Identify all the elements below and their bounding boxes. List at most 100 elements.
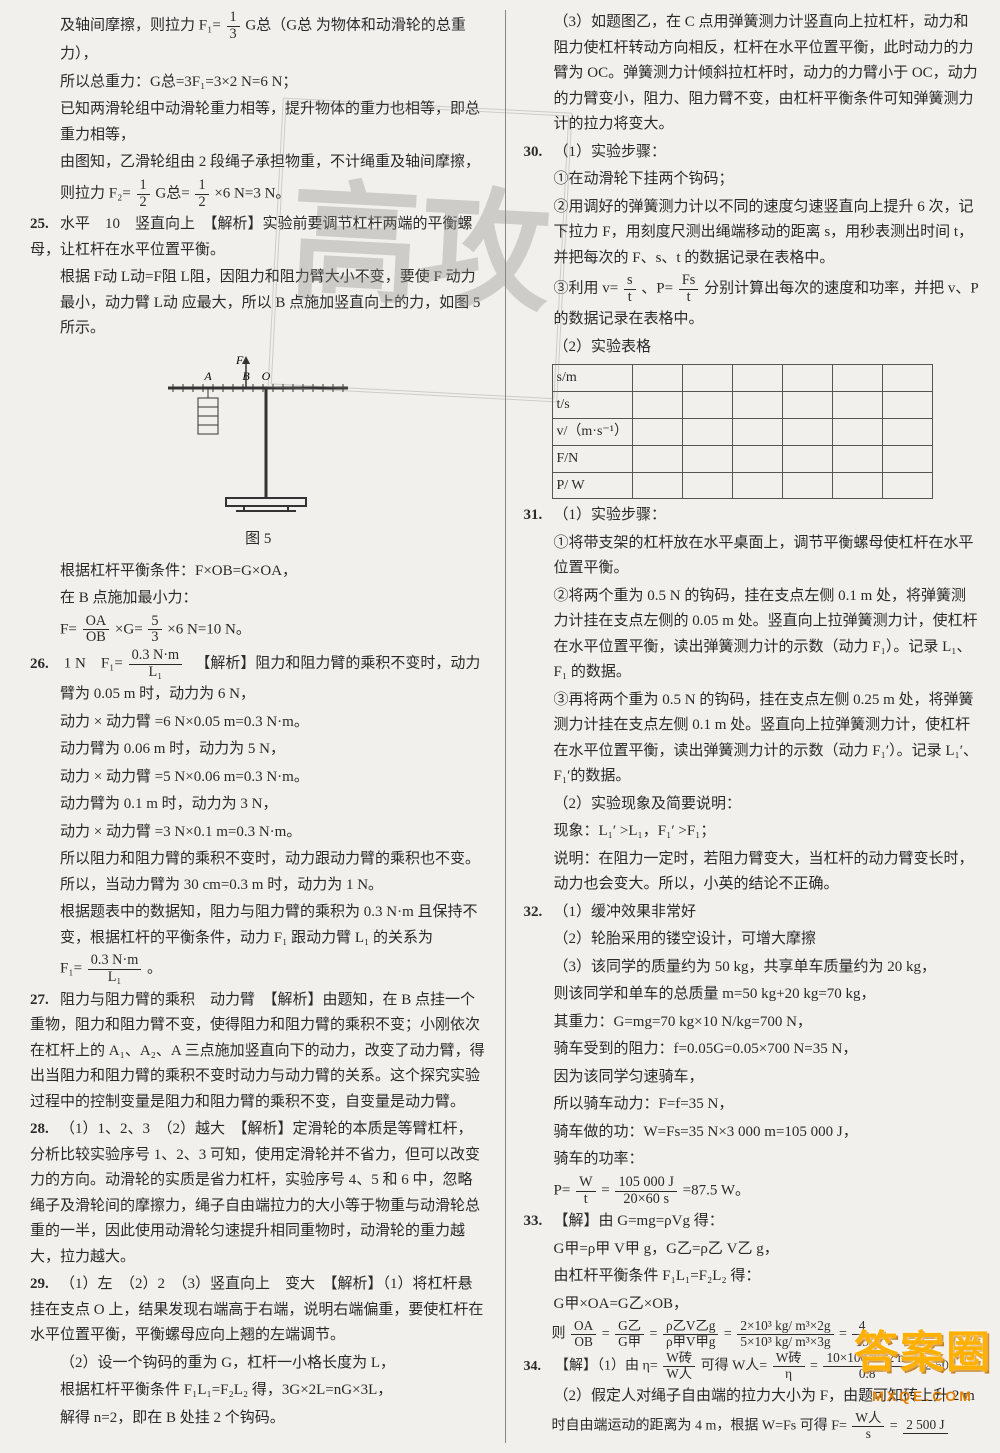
text: 。 <box>147 961 162 977</box>
text: （1）实验步骤： <box>554 507 667 523</box>
text-line: ②用调好的弹簧测力计以不同的速度匀速竖直向上提升 6 次，记下拉力 F，用刻度尺… <box>524 195 981 272</box>
text-line: 则 OAOB = G乙G甲 = ρ乙V乙gρ甲V甲g = 2×10³ kg/ m… <box>524 1319 981 1349</box>
table-row: v/（m·s⁻¹） <box>552 418 932 445</box>
fraction: 415 <box>852 1319 871 1349</box>
text: ×6 N=10 N。 <box>167 621 251 637</box>
text-line: 动力臂为 0.06 m 时，动力为 5 N， <box>30 737 487 763</box>
text: = <box>810 1359 821 1374</box>
text-line: （3）该同学的质量约为 50 kg，共享单车质量约为 20 kg， <box>524 955 981 981</box>
text: = <box>890 1419 901 1434</box>
text-line: （2）设一个钩码的重为 G，杠杆一小格长度为 L， <box>30 1351 487 1377</box>
text: = <box>601 1182 613 1198</box>
question-number: 28. <box>30 1117 60 1143</box>
table-row: t/s <box>552 392 932 419</box>
text-line: 所以骑车动力：F=f=35 N， <box>524 1092 981 1118</box>
text-line: 动力 × 动力臂 =6 N×0.05 m=0.3 N·m。 <box>30 710 487 736</box>
text: 水平 10 竖直向上 【解析】实验前要调节杠杆两端的平衡螺母，让杠杆在水平位置平… <box>30 216 473 258</box>
text-line: P= Wt = 105 000 J20×60 s =87.5 W。 <box>524 1175 981 1207</box>
text: 、P= <box>641 281 677 297</box>
text-line: （2）轮胎采用的镂空设计，可增大摩擦 <box>524 927 981 953</box>
text: ③利用 v= <box>554 281 622 297</box>
q26: 26. 1 N F₁= 0.3 N·mL₁ 【解析】阻力和阻力臂的乘积不变时，动… <box>30 648 487 680</box>
q27: 27.阻力与阻力臂的乘积 动力臂 【解析】由题知，在 B 点挂一个重物，阻力和阻… <box>30 988 487 1116</box>
text: （1）实验步骤： <box>554 144 667 160</box>
q25: 25.水平 10 竖直向上 【解析】实验前要调节杠杆两端的平衡螺母，让杠杆在水平… <box>30 212 487 263</box>
q28: 28.（1）1、2、3 （2）越大 【解析】定滑轮的本质是等臂杠杆，分析比较实验… <box>30 1117 487 1270</box>
fraction: OAOB <box>83 614 110 646</box>
fraction: G乙G甲 <box>615 1319 644 1349</box>
text: （1）缓冲效果非常好 <box>554 904 697 920</box>
question-number: 26. <box>30 652 60 678</box>
text-line: （3）如题图乙，在 C 点用弹簧测力计竖直向上拉杠杆，动力和阻力使杠杆转动方向相… <box>524 10 981 138</box>
left-column: 及轴间摩擦，则拉力 F₁= 13 G总（G总 为物体和动滑轮的总重力）， 所以总… <box>30 10 487 1443</box>
fraction: 105 000 J20×60 s <box>615 1175 676 1207</box>
fraction: Wt <box>576 1175 595 1207</box>
text: 可得 W人= <box>701 1359 771 1374</box>
text: 【解】（1）由 η= <box>555 1359 661 1374</box>
text-line: ①在动滑轮下挂两个钩码； <box>524 167 981 193</box>
text-line: G甲×OA=G乙×OB， <box>524 1292 981 1318</box>
question-number: 32. <box>524 900 554 926</box>
text: 阻力与阻力臂的乘积 动力臂 【解析】由题知，在 B 点挂一个重物，阻力和阻力臂不… <box>30 992 485 1110</box>
text: 【解】由 G=mg=ρVg 得： <box>554 1213 724 1229</box>
text-line: 其重力：G=mg=70 kg×10 N/kg=700 N， <box>524 1010 981 1036</box>
fraction: 10×100 N×2 m0.8 <box>823 1351 910 1381</box>
text-line: 说明：在阻力一定时，若阻力臂变大，当杠杆的动力臂变长时，动力也会变大。所以，小英… <box>524 847 981 898</box>
text: G总= <box>155 185 193 201</box>
text-line: 则拉力 F₂= 12 G总= 12 ×6 N=3 N。 <box>30 178 487 210</box>
text-line: 动力 × 动力臂 =5 N×0.06 m=0.3 N·m。 <box>30 765 487 791</box>
page-container: 及轴间摩擦，则拉力 F₁= 13 G总（G总 为物体和动滑轮的总重力）， 所以总… <box>0 0 1000 1453</box>
svg-text:A: A <box>204 369 213 383</box>
q33: 33.【解】由 G=mg=ρVg 得： <box>524 1209 981 1235</box>
lever-diagram: A B O F <box>148 348 368 518</box>
row-header: t/s <box>552 392 632 419</box>
q30: 30.（1）实验步骤： <box>524 140 981 166</box>
text: 时自由端运动的距离为 4 m，根据 W=Fs 可得 F= <box>552 1419 851 1434</box>
text: ×G= <box>115 621 147 637</box>
text-line: ①将带支架的杠杆放在水平桌面上，调节平衡螺母使杠杆在水平位置平衡。 <box>524 531 981 582</box>
text: 【解析】阻力和阻力臂的乘积不变时，动力 <box>188 656 481 672</box>
experiment-table: s/m t/s v/（m·s⁻¹） F/N P/ W <box>552 364 933 499</box>
question-number: 27. <box>30 988 60 1014</box>
text: 。 <box>877 1327 891 1342</box>
q34: 34. 【解】（1）由 η= W砖W人 可得 W人= W砖η = 10×100 … <box>524 1351 981 1381</box>
question-number: 31. <box>524 503 554 529</box>
text-line: 根据杠杆平衡条件 F₁L₁=F₂L₂ 得，3G×2L=nG×3L， <box>30 1378 487 1404</box>
text-line: 的数据记录在表格中。 <box>524 307 981 333</box>
question-number: 25. <box>30 212 60 238</box>
column-divider <box>505 10 506 1443</box>
text-line: 则该同学和单车的总质量 m=50 kg+20 kg=70 kg， <box>524 982 981 1008</box>
text-line: G甲=ρ甲 V甲 g，G乙=ρ乙 V乙 g， <box>524 1237 981 1263</box>
text: =2 500 J <box>916 1359 964 1374</box>
row-header: P/ W <box>552 472 632 499</box>
text: = <box>724 1327 735 1342</box>
fraction: 53 <box>148 614 161 646</box>
text: 则拉力 F₂= <box>60 185 135 201</box>
text-line: 动力 × 动力臂 =3 N×0.1 m=0.3 N·m。 <box>30 820 487 846</box>
fraction: 13 <box>227 10 240 42</box>
fraction: W人s <box>852 1411 884 1441</box>
text-line: 因为该同学匀速骑车， <box>524 1065 981 1091</box>
fraction: 12 <box>137 178 150 210</box>
table-row: s/m <box>552 365 932 392</box>
text: F= <box>60 621 81 637</box>
fraction: W砖W人 <box>663 1351 695 1381</box>
row-header: F/N <box>552 445 632 472</box>
text-line: ③利用 v= st 、P= Fst 分别计算出每次的速度和功率，并把 v、P <box>524 273 981 305</box>
text: 1 N F₁= <box>64 656 127 672</box>
question-number: 29. <box>30 1272 60 1298</box>
text-line: 骑车受到的阻力：f=0.05G=0.05×700 N=35 N， <box>524 1037 981 1063</box>
row-header: v/（m·s⁻¹） <box>552 418 632 445</box>
fraction: Fst <box>679 273 698 305</box>
text: = <box>839 1327 850 1342</box>
text: =87.5 W。 <box>683 1182 750 1198</box>
text: F₁= <box>60 961 86 977</box>
text: （1）左 （2）2 （3）竖直向上 变大 【解析】（1）将杠杆悬挂在支点 O 上… <box>30 1276 483 1343</box>
q31: 31.（1）实验步骤： <box>524 503 981 529</box>
question-number: 33. <box>524 1209 554 1235</box>
fraction: OAOB <box>571 1319 596 1349</box>
text-line: 由杠杆平衡条件 F₁L₁=F₂L₂ 得： <box>524 1264 981 1290</box>
text-line: （2）假定人对绳子自由端的拉力大小为 F，由题可知砖上升 2 m <box>524 1384 981 1410</box>
text-line: 臂为 0.05 m 时，动力为 6 N， <box>30 682 487 708</box>
q32: 32.（1）缓冲效果非常好 <box>524 900 981 926</box>
